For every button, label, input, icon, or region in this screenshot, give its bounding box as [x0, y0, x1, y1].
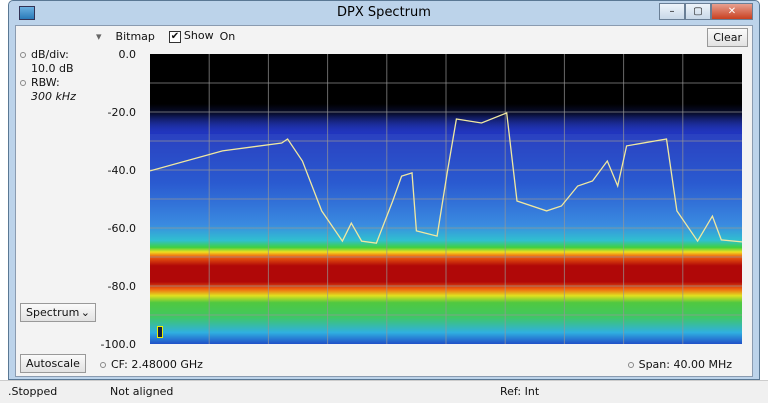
y-tick-label: -100.0	[100, 338, 136, 351]
trace-dropdown-icon[interactable]: ▾	[96, 29, 102, 43]
run-status: .Stopped	[8, 385, 58, 398]
reference-status: Ref: Int	[500, 385, 540, 398]
client-area: ▾ Bitmap ✔ Show On Clear dB/div: 10.0 dB …	[15, 25, 753, 377]
show-checkbox[interactable]: ✔ Show	[168, 29, 214, 43]
dbdiv-label: dB/div:	[31, 48, 69, 61]
spectrum-trace	[150, 111, 742, 244]
chevron-down-icon: ⌄	[80, 306, 90, 319]
rbw-value[interactable]: 300 kHz	[31, 90, 76, 103]
dbdiv-knob-icon[interactable]	[20, 52, 26, 58]
rbw-label: RBW:	[31, 76, 60, 89]
view-select[interactable]: Spectrum ⌄	[20, 303, 96, 322]
y-tick-label: -40.0	[107, 164, 136, 177]
close-button[interactable]: ✕	[711, 3, 753, 20]
alignment-status: Not aligned	[110, 385, 174, 398]
maximize-button[interactable]: ▢	[685, 3, 711, 20]
plot-svg	[150, 54, 742, 344]
app-icon	[19, 6, 35, 20]
center-frequency[interactable]: CF: 2.48000 GHz	[111, 358, 203, 371]
autoscale-button[interactable]: Autoscale	[20, 354, 86, 373]
minimize-button[interactable]: –	[659, 3, 685, 20]
y-tick-label: -60.0	[107, 222, 136, 235]
spectrum-plot[interactable]	[150, 54, 742, 344]
on-label: On	[219, 29, 236, 43]
checkmark-icon: ✔	[168, 31, 181, 43]
y-tick-label: 0.0	[118, 48, 137, 61]
span-knob-icon[interactable]	[627, 362, 634, 368]
view-select-value: Spectrum	[26, 306, 80, 319]
dpx-spectrum-window: DPX Spectrum – ▢ ✕ ▾ Bitmap ✔ Show On Cle…	[8, 0, 760, 380]
dbdiv-value[interactable]: 10.0 dB	[31, 62, 74, 75]
cf-knob-icon[interactable]	[100, 362, 106, 368]
window-title: DPX Spectrum	[337, 5, 431, 20]
y-tick-label: -80.0	[107, 280, 136, 293]
title-bar: DPX Spectrum – ▢ ✕	[9, 1, 759, 25]
marker-icon[interactable]	[157, 326, 163, 338]
status-bar: .Stopped Not aligned Ref: Int	[0, 380, 768, 403]
y-tick-label: -20.0	[107, 106, 136, 119]
clear-button[interactable]: Clear	[707, 28, 748, 47]
span[interactable]: Span: 40.00 MHz	[638, 358, 732, 371]
bitmap-label: Bitmap	[115, 29, 155, 43]
rbw-knob-icon[interactable]	[20, 80, 26, 86]
show-label: Show	[183, 29, 214, 42]
